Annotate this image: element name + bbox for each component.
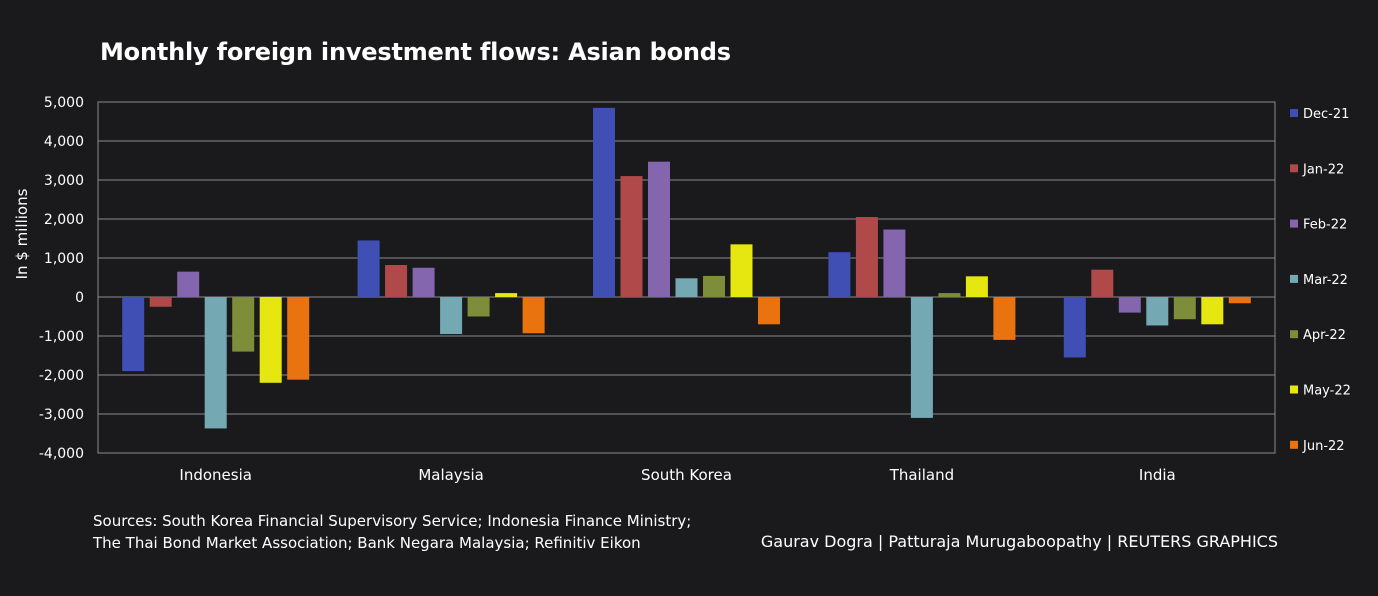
legend-label: May-22 bbox=[1303, 384, 1351, 399]
chart-title: Monthly foreign investment flows: Asian … bbox=[100, 38, 731, 66]
bar bbox=[1063, 297, 1086, 358]
bar bbox=[993, 297, 1016, 340]
y-tick-label: 2,000 bbox=[44, 212, 84, 228]
bar bbox=[1228, 297, 1251, 304]
sources-note: Sources: South Korea Financial Superviso… bbox=[93, 510, 691, 554]
legend-swatch bbox=[1290, 164, 1298, 173]
y-tick-label: -1,000 bbox=[39, 329, 84, 345]
legend-label: Apr-22 bbox=[1303, 328, 1346, 343]
bar bbox=[1091, 269, 1114, 297]
bar bbox=[965, 276, 988, 297]
bar bbox=[259, 297, 282, 383]
bar bbox=[1201, 297, 1224, 325]
legend-swatch bbox=[1290, 274, 1298, 283]
legend-swatch bbox=[1290, 440, 1298, 449]
legend-swatch bbox=[1290, 385, 1298, 394]
bar bbox=[938, 293, 961, 297]
bar bbox=[440, 297, 463, 335]
bar bbox=[703, 275, 725, 297]
bar bbox=[730, 244, 753, 297]
sources-line-1: Sources: South Korea Financial Superviso… bbox=[93, 512, 692, 530]
bar bbox=[522, 297, 545, 334]
y-axis-label: In $ millions bbox=[13, 188, 31, 279]
legend-label: Jan-22 bbox=[1302, 162, 1344, 177]
legend-swatch bbox=[1290, 219, 1298, 228]
plot-frame bbox=[97, 101, 1276, 454]
bar bbox=[648, 161, 670, 297]
y-tick-label: 1,000 bbox=[44, 251, 84, 267]
y-tick-label: -3,000 bbox=[39, 407, 84, 423]
y-tick-label: 3,000 bbox=[44, 173, 84, 189]
legend-label: Dec-21 bbox=[1303, 107, 1349, 122]
axes: -4,000 -3,000 -2,000 -1,000 0 1,000 2,000 3,000… bbox=[39, 95, 1276, 484]
bar bbox=[883, 229, 906, 297]
x-tick-label: Indonesia bbox=[179, 466, 252, 484]
x-tick-label: South Korea bbox=[641, 466, 732, 484]
legend-swatch bbox=[1290, 109, 1298, 117]
bar bbox=[1146, 297, 1169, 326]
bar bbox=[828, 252, 851, 297]
bar bbox=[412, 267, 435, 297]
x-tick-label: Thailand bbox=[889, 466, 954, 484]
sources-line-2: The Thai Bond Market Association; Bank N… bbox=[93, 534, 641, 552]
bars bbox=[122, 107, 1251, 429]
bar-chart: -4,000 -3,000 -2,000 -1,000 0 1,000 2,000 3,000… bbox=[13, 95, 1351, 484]
legend-label: Feb-22 bbox=[1303, 218, 1347, 233]
y-tick-label: 0 bbox=[75, 290, 84, 306]
bar bbox=[1173, 297, 1196, 320]
legend-label: Jun-22 bbox=[1302, 439, 1345, 454]
bar bbox=[467, 297, 490, 317]
bar bbox=[204, 297, 227, 429]
bar bbox=[758, 297, 780, 325]
x-tick-label: Malaysia bbox=[418, 466, 484, 484]
bar bbox=[232, 297, 255, 352]
bar bbox=[1118, 297, 1141, 313]
bar bbox=[675, 278, 698, 297]
bar bbox=[122, 297, 145, 372]
y-tick-label: 5,000 bbox=[44, 95, 84, 111]
legend-swatch bbox=[1290, 330, 1298, 339]
bar bbox=[385, 265, 408, 297]
bar bbox=[357, 240, 380, 297]
bar bbox=[593, 107, 615, 297]
bar bbox=[910, 297, 933, 418]
bar bbox=[149, 297, 172, 307]
legend-label: Mar-22 bbox=[1303, 273, 1348, 288]
bar bbox=[287, 297, 310, 380]
bar bbox=[177, 271, 200, 297]
bar bbox=[495, 293, 518, 297]
bar bbox=[620, 176, 643, 297]
legend: Dec-21 Jan-22 Feb-22 Mar-22 Apr-22 May-22 Jun-… bbox=[1290, 107, 1351, 454]
y-tick-label: -2,000 bbox=[39, 368, 84, 384]
y-tick-label: -4,000 bbox=[39, 446, 84, 462]
bar bbox=[855, 217, 878, 297]
y-tick-label: 4,000 bbox=[44, 134, 84, 150]
x-tick-label: India bbox=[1139, 466, 1176, 484]
credit-line: Gaurav Dogra | Patturaja Murugaboopathy … bbox=[760, 532, 1278, 551]
